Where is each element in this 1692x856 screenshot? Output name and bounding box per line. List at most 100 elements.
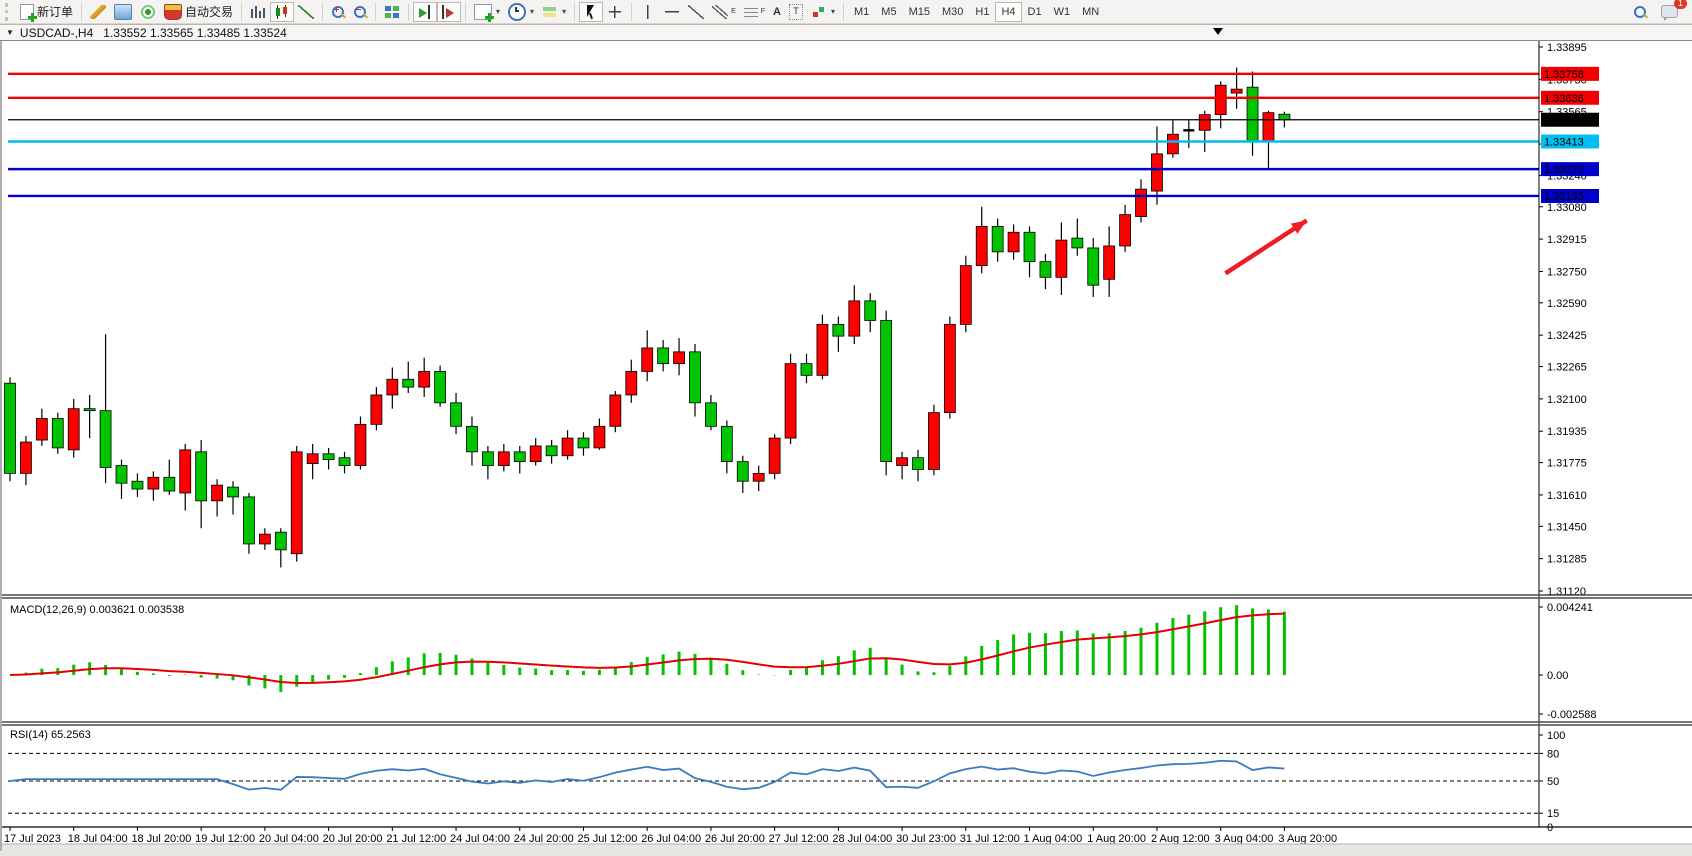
time-axis[interactable]: 17 Jul 2023 18 Jul 04:00 18 Jul 20:00 19 Ju… [2,826,1692,845]
text-icon: A [773,5,781,18]
candle-body [338,457,351,466]
candle-body [370,394,383,425]
candle-body [991,225,1004,253]
chart-shift-icon [441,4,457,19]
candle-body [1198,114,1211,131]
fibonacci-button[interactable]: F [740,2,769,22]
signals-button[interactable] [136,2,160,22]
tf-M30[interactable]: M30 [936,2,969,22]
main-pane [4,67,1539,568]
text-button[interactable]: A [769,2,785,22]
time-label: 1 Aug 20:00 [1087,833,1146,845]
tile-windows-button[interactable] [380,2,404,22]
separator [322,2,324,21]
candle-body [673,351,685,364]
time-label: 24 Jul 20:00 [514,833,574,845]
periodicity-button[interactable]: ▾ [504,2,538,22]
toolbar-grip[interactable] [5,2,13,21]
shapes-button[interactable]: ▾ [807,2,839,22]
candle-body [386,378,399,396]
candle-body [561,437,574,457]
auto-scroll-button[interactable] [413,1,438,22]
candle-body [466,425,478,453]
templates-button[interactable]: ▾ [538,2,570,22]
chart-candles-button[interactable] [270,1,295,22]
candle-body [848,300,861,337]
tf-M15[interactable]: M15 [903,2,936,22]
candle-body [943,323,956,414]
zoom-in-button[interactable] [327,2,349,22]
time-label: 17 Jul 2023 [4,833,61,845]
candle-body [1023,231,1036,263]
crosshair-button[interactable] [603,2,627,22]
vertical-line-button[interactable] [636,2,660,22]
styles-button[interactable] [86,2,110,22]
candle-body [705,402,717,427]
arrow-annotation[interactable] [1224,218,1308,276]
candle-body [736,461,749,482]
indicators-button[interactable]: ▾ [470,2,504,22]
price-badge [1541,162,1599,177]
chart-shift-marker[interactable] [1213,28,1223,35]
price-badge [1541,134,1599,149]
line-chart-icon [298,4,315,19]
label-button[interactable]: T [785,2,807,22]
market-watch-button[interactable] [110,2,136,22]
separator [408,2,410,21]
rsi-axis-label: 15 [1547,808,1559,820]
clock-icon [508,2,527,21]
toolbar: 新订单 自动交易 ▾ ▾ ▾ E F A T ▾ M1 M5 M15 M30 H1 H4 D… [0,0,1692,24]
fibonacci-glyph: F [760,8,766,15]
candle-body [896,457,908,466]
tf-M5[interactable]: M5 [875,2,902,22]
time-label: 19 Jul 12:00 [195,833,255,845]
cursor-button[interactable] [579,1,604,22]
tf-H4[interactable]: H4 [995,1,1022,22]
candle-body [322,453,335,461]
candle-body [227,486,239,498]
notification-badge: 1 [1674,0,1687,9]
search-icon [1633,5,1647,19]
notifications-button[interactable]: 1 [1657,0,1687,22]
candle-body [816,323,829,376]
time-label: 20 Jul 04:00 [259,833,319,845]
rsi-pane: RSI(14) 65.2563 100 80 50 15 0 [8,729,1565,834]
tf-H1[interactable]: H1 [969,2,995,22]
zoom-in-icon [331,5,345,19]
chart-bars-button[interactable] [246,2,270,22]
candle-body [689,351,701,404]
search-button[interactable] [1629,2,1651,22]
price-badge [1541,66,1599,81]
horizontal-line-button[interactable] [660,2,684,22]
macd-axis-label: 0.004241 [1547,602,1593,614]
tf-MN[interactable]: MN [1076,2,1105,22]
new-order-button[interactable]: 新订单 [16,2,77,22]
tf-D1[interactable]: D1 [1022,2,1048,22]
trendline-button[interactable] [684,2,708,22]
chart-line-button[interactable] [294,2,318,22]
chart-canvas[interactable]: MACD(12,26,9) 0.003621 0.003538 0.004241 0… [2,41,1692,851]
tf-M1[interactable]: M1 [848,2,875,22]
time-label: 27 Jul 12:00 [769,833,829,845]
price-badge [1541,112,1599,127]
candle-body [641,347,654,372]
macd-axis-label: 0.00 [1547,670,1568,682]
time-label: 28 Jul 04:00 [832,833,892,845]
candle-body [67,408,80,451]
rsi-line [9,759,1285,791]
zoom-out-button[interactable] [349,2,371,22]
collapse-chart-icon[interactable]: ▼ [6,28,14,37]
candle-body [513,451,526,463]
candle-body [975,225,988,266]
price-axis[interactable]: 1.338951.337301.335651.334001.332401.330… [1538,41,1599,827]
price-badge [1541,90,1599,105]
chart-shift-button[interactable] [437,1,462,22]
auto-trading-button[interactable]: 自动交易 [160,2,237,22]
tf-W1[interactable]: W1 [1048,2,1077,22]
price-badge-label: 1.33636 [1544,93,1584,105]
candle-body [1055,239,1068,278]
price-badge-label: 1.33758 [1544,69,1584,81]
time-label: 31 Jul 12:00 [960,833,1020,845]
candle-body [51,418,64,449]
channel-button[interactable]: E [708,2,740,22]
